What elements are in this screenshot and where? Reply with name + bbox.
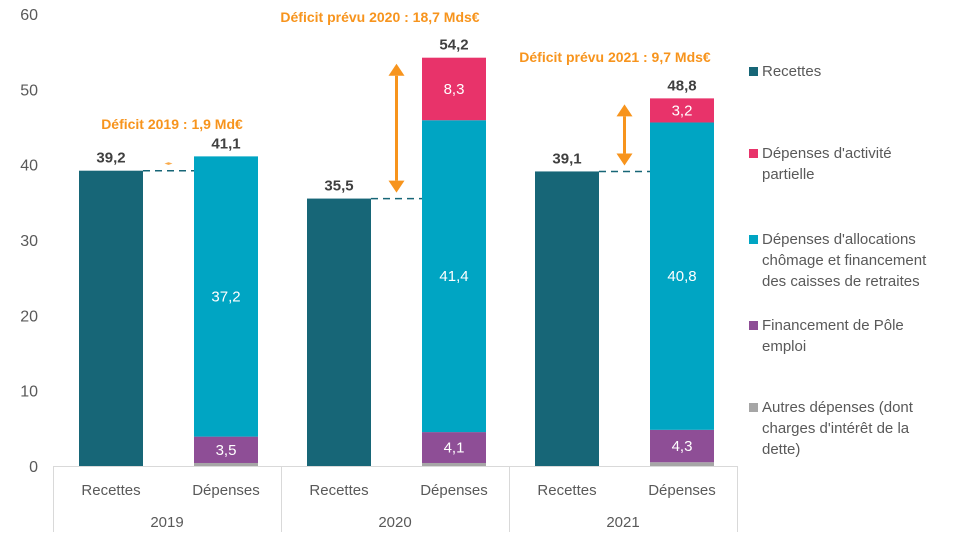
bars: 39,2 3,5 37,2 41,1 35,5 4,1 41,4 8,3 54,2 39,1 4,3…: [79, 37, 714, 467]
category-label: Recettes: [537, 482, 596, 499]
bar-total-label: 48,8: [667, 77, 696, 94]
category-label: Recettes: [309, 482, 368, 499]
deficit-label: Déficit prévu 2021 : 9,7 Mds€: [519, 49, 711, 65]
legend-label: charges d'intérêt de la: [762, 420, 910, 437]
deficit-label: Déficit prévu 2020 : 18,7 Mds€: [280, 9, 479, 25]
legend-label: Dépenses d'allocations: [762, 231, 916, 248]
legend-swatch: [749, 149, 758, 158]
segment-value-label: 41,4: [439, 268, 468, 285]
legend-label: emploi: [762, 338, 806, 355]
legend-item: Dépenses d'activité partielle: [749, 145, 892, 183]
bar-segment: [650, 429, 714, 463]
bar-segment: [535, 171, 599, 467]
bar-total-label: 41,1: [211, 135, 240, 152]
deficit-arrow-head-down: [616, 153, 633, 166]
bar-segment: [422, 57, 486, 121]
segment-value-label: 4,1: [444, 440, 465, 457]
legend-swatch: [749, 235, 758, 244]
legend-label: Recettes: [762, 63, 821, 80]
legend-item: Recettes: [749, 63, 821, 80]
x-axis: 2019 Recettes Dépenses 2020 Recettes Dépenses…: [53, 466, 738, 532]
bar-total-label: 39,2: [96, 150, 125, 167]
legend-swatch: [749, 321, 758, 330]
legend-label: Dépenses d'activité: [762, 145, 892, 162]
year-label: 2020: [378, 514, 411, 531]
legend-swatch: [749, 403, 758, 412]
bar-segment: [650, 462, 714, 466]
category-label: Recettes: [81, 482, 140, 499]
segment-value-label: 3,5: [216, 442, 237, 459]
y-axis: 0 10 20 30 40 50 60: [20, 7, 38, 476]
y-tick-label: 10: [20, 384, 38, 401]
category-label: Dépenses: [192, 482, 260, 499]
bar-total-label: 54,2: [439, 37, 468, 54]
deficit-arrow-head-up: [388, 63, 405, 76]
segment-value-label: 37,2: [211, 289, 240, 306]
legend-label: Financement de Pôle: [762, 317, 904, 334]
legend-label: des caisses de retraites: [762, 273, 920, 290]
deficit-arrow-head-down: [388, 180, 405, 193]
deficit-arrow-head-up: [164, 162, 173, 164]
bar-segment: [194, 436, 258, 463]
y-tick-label: 20: [20, 308, 38, 325]
bar-segment: [422, 432, 486, 463]
deficit-label: Déficit 2019 : 1,9 Md€: [101, 116, 243, 132]
y-tick-label: 30: [20, 233, 38, 250]
segment-value-label: 40,8: [667, 268, 696, 285]
y-tick-label: 0: [29, 459, 38, 476]
legend-item: Dépenses d'allocations chômage et finance…: [749, 231, 927, 290]
legend-item: Autres dépenses (dont charges d'intérêt d…: [749, 399, 914, 458]
y-tick-label: 40: [20, 158, 38, 175]
legend-item: Financement de Pôle emploi: [749, 317, 904, 355]
bar-segment: [650, 98, 714, 123]
bar-total-label: 39,1: [552, 150, 581, 167]
y-tick-label: 50: [20, 82, 38, 99]
y-tick-label: 60: [20, 7, 38, 24]
bar-segment: [79, 170, 143, 466]
bar-segment: [650, 122, 714, 430]
legend-label: partielle: [762, 166, 815, 183]
year-label: 2019: [150, 514, 183, 531]
segment-value-label: 3,2: [672, 102, 693, 119]
bar-total-label: 35,5: [324, 178, 353, 195]
deficit-arrow-head-down: [164, 163, 173, 165]
bar-segment: [422, 120, 486, 433]
legend-label: Autres dépenses (dont: [762, 399, 914, 416]
legend-label: chômage et financement: [762, 252, 927, 269]
legend-label: dette): [762, 441, 800, 458]
category-label: Dépenses: [420, 482, 488, 499]
bar-segment: [194, 462, 258, 466]
deficit-arrow-head-up: [616, 104, 633, 117]
segment-value-label: 4,3: [672, 438, 693, 455]
segment-value-label: 8,3: [444, 81, 465, 98]
bar-segment: [194, 156, 258, 437]
year-label: 2021: [606, 514, 639, 531]
deficit-annotations: Déficit 2019 : 1,9 Md€ Déficit prévu 2020…: [101, 9, 711, 200]
category-label: Dépenses: [648, 482, 716, 499]
bar-segment: [307, 198, 371, 467]
legend-swatch: [749, 67, 758, 76]
bar-segment: [422, 462, 486, 466]
